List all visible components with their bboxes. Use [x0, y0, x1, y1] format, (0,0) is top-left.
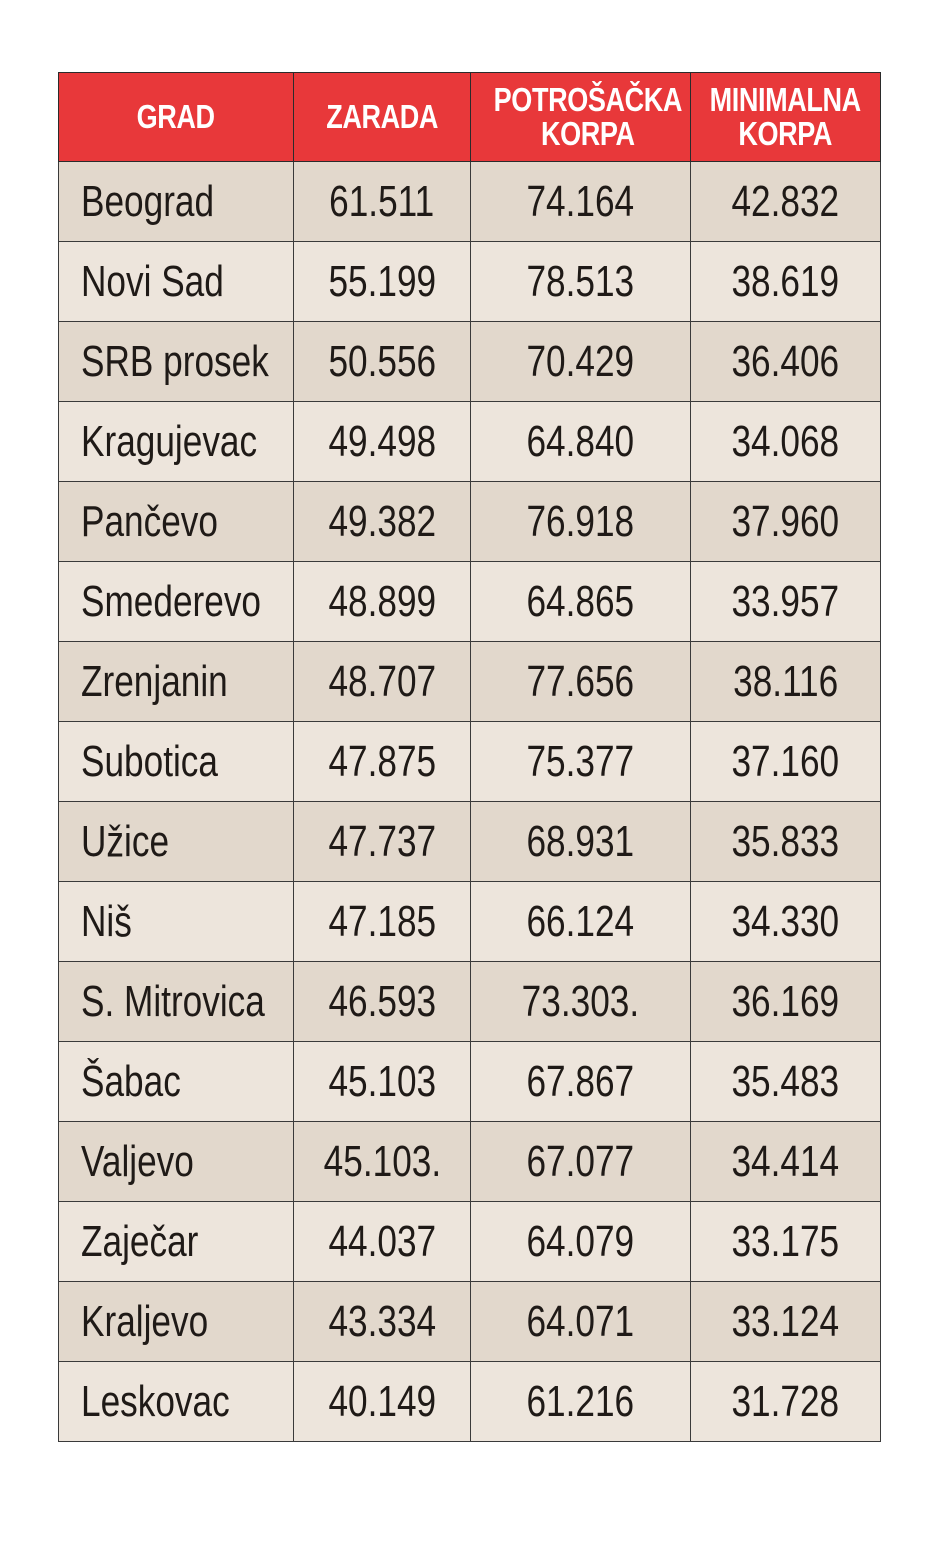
cell-potrosacka-korpa: 77.656	[470, 641, 691, 722]
cell-grad: Niš	[58, 881, 294, 962]
header-row: GRAD ZARADA POTROŠAČKA KORPA MINIMALNA K…	[58, 72, 881, 162]
cell-minimalna-korpa: 34.068	[690, 401, 881, 482]
cell-zarada: 49.382	[293, 481, 471, 562]
cell-minimalna-korpa: 42.832	[690, 161, 881, 242]
cell-zarada: 50.556	[293, 321, 471, 402]
table-body: Beograd 61.511 74.164 42.832 Novi Sad 55.199 7…	[58, 161, 881, 1442]
cell-potrosacka-korpa: 76.918	[470, 481, 691, 562]
cell-grad: Smederevo	[58, 561, 294, 642]
cell-potrosacka-korpa: 70.429	[470, 321, 691, 402]
cell-zarada: 47.185	[293, 881, 471, 962]
cell-grad: Pančevo	[58, 481, 294, 562]
cell-grad: Užice	[58, 801, 294, 882]
table-row: Subotica 47.875 75.377 37.160	[58, 721, 881, 802]
cell-grad: Zaječar	[58, 1201, 294, 1282]
cell-zarada: 47.737	[293, 801, 471, 882]
cell-zarada: 45.103	[293, 1041, 471, 1122]
cell-potrosacka-korpa: 73.303.	[470, 961, 691, 1042]
cell-grad: Zrenjanin	[58, 641, 294, 722]
table-row: Zaječar 44.037 64.079 33.175	[58, 1201, 881, 1282]
table-row: Leskovac 40.149 61.216 31.728	[58, 1361, 881, 1442]
cell-potrosacka-korpa: 64.865	[470, 561, 691, 642]
cell-potrosacka-korpa: 61.216	[470, 1361, 691, 1442]
cell-zarada: 45.103.	[293, 1121, 471, 1202]
cell-minimalna-korpa: 33.124	[690, 1281, 881, 1362]
table-row: Zrenjanin 48.707 77.656 38.116	[58, 641, 881, 722]
table-row: Šabac 45.103 67.867 35.483	[58, 1041, 881, 1122]
header-minimalna-korpa: MINIMALNA KORPA	[690, 72, 881, 162]
cell-zarada: 47.875	[293, 721, 471, 802]
cell-minimalna-korpa: 33.957	[690, 561, 881, 642]
cell-minimalna-korpa: 37.960	[690, 481, 881, 562]
cell-grad: Leskovac	[58, 1361, 294, 1442]
header-potrosacka-korpa: POTROŠAČKA KORPA	[470, 72, 691, 162]
cell-potrosacka-korpa: 68.931	[470, 801, 691, 882]
cell-potrosacka-korpa: 67.077	[470, 1121, 691, 1202]
cell-grad: Kragujevac	[58, 401, 294, 482]
table-header: GRAD ZARADA POTROŠAČKA KORPA MINIMALNA K…	[58, 72, 881, 162]
cell-grad: Novi Sad	[58, 241, 294, 322]
table-row: SRB prosek 50.556 70.429 36.406	[58, 321, 881, 402]
cell-potrosacka-korpa: 67.867	[470, 1041, 691, 1122]
header-grad: GRAD	[58, 72, 294, 162]
cell-grad: SRB prosek	[58, 321, 294, 402]
table-row: Pančevo 49.382 76.918 37.960	[58, 481, 881, 562]
cell-minimalna-korpa: 36.406	[690, 321, 881, 402]
table-row: Kragujevac 49.498 64.840 34.068	[58, 401, 881, 482]
header-zarada: ZARADA	[293, 72, 471, 162]
cell-zarada: 48.899	[293, 561, 471, 642]
salary-basket-table: GRAD ZARADA POTROŠAČKA KORPA MINIMALNA K…	[58, 72, 881, 1442]
cell-potrosacka-korpa: 74.164	[470, 161, 691, 242]
cell-potrosacka-korpa: 64.840	[470, 401, 691, 482]
table-row: Beograd 61.511 74.164 42.832	[58, 161, 881, 242]
cell-potrosacka-korpa: 78.513	[470, 241, 691, 322]
cell-potrosacka-korpa: 66.124	[470, 881, 691, 962]
cell-zarada: 40.149	[293, 1361, 471, 1442]
cell-zarada: 55.199	[293, 241, 471, 322]
cell-minimalna-korpa: 37.160	[690, 721, 881, 802]
cell-minimalna-korpa: 38.116	[690, 641, 881, 722]
cell-zarada: 46.593	[293, 961, 471, 1042]
table-row: Užice 47.737 68.931 35.833	[58, 801, 881, 882]
cell-grad: Šabac	[58, 1041, 294, 1122]
table-row: Niš 47.185 66.124 34.330	[58, 881, 881, 962]
cell-potrosacka-korpa: 64.071	[470, 1281, 691, 1362]
cell-minimalna-korpa: 34.330	[690, 881, 881, 962]
cell-grad: Valjevo	[58, 1121, 294, 1202]
cell-minimalna-korpa: 34.414	[690, 1121, 881, 1202]
cell-grad: Kraljevo	[58, 1281, 294, 1362]
cell-zarada: 44.037	[293, 1201, 471, 1282]
cell-grad: Beograd	[58, 161, 294, 242]
table-row: Kraljevo 43.334 64.071 33.124	[58, 1281, 881, 1362]
cell-potrosacka-korpa: 75.377	[470, 721, 691, 802]
cell-minimalna-korpa: 38.619	[690, 241, 881, 322]
cell-minimalna-korpa: 35.483	[690, 1041, 881, 1122]
table-row: Novi Sad 55.199 78.513 38.619	[58, 241, 881, 322]
cell-minimalna-korpa: 35.833	[690, 801, 881, 882]
cell-minimalna-korpa: 33.175	[690, 1201, 881, 1282]
cell-grad: S. Mitrovica	[58, 961, 294, 1042]
table-row: Smederevo 48.899 64.865 33.957	[58, 561, 881, 642]
table-row: S. Mitrovica 46.593 73.303. 36.169	[58, 961, 881, 1042]
cell-potrosacka-korpa: 64.079	[470, 1201, 691, 1282]
cell-zarada: 43.334	[293, 1281, 471, 1362]
salary-basket-table-container: GRAD ZARADA POTROŠAČKA KORPA MINIMALNA K…	[58, 72, 881, 1442]
cell-minimalna-korpa: 31.728	[690, 1361, 881, 1442]
cell-minimalna-korpa: 36.169	[690, 961, 881, 1042]
table-row: Valjevo 45.103. 67.077 34.414	[58, 1121, 881, 1202]
cell-zarada: 49.498	[293, 401, 471, 482]
cell-zarada: 61.511	[293, 161, 471, 242]
cell-grad: Subotica	[58, 721, 294, 802]
cell-zarada: 48.707	[293, 641, 471, 722]
